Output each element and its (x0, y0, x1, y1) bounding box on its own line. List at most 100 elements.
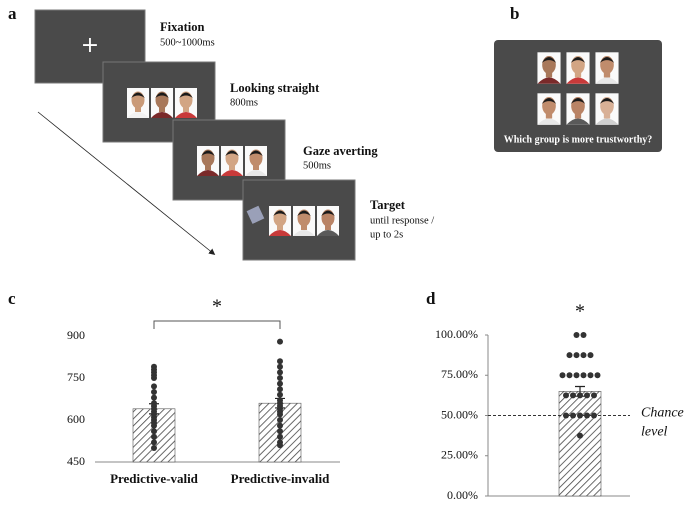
step-title: Fixation (160, 20, 204, 34)
data-point (277, 386, 283, 393)
fixation-cross: + (81, 33, 99, 58)
data-point (151, 445, 157, 451)
bar (558, 391, 602, 497)
data-point (277, 442, 283, 449)
data-point (587, 352, 594, 359)
hair (155, 92, 169, 98)
y-tick-label: 900 (67, 328, 85, 342)
data-point (584, 392, 590, 399)
neck (545, 71, 553, 78)
data-point (277, 363, 283, 370)
shirt (317, 230, 339, 236)
data-point (277, 391, 283, 398)
step-detail: 500~1000ms (160, 37, 215, 48)
hair (179, 92, 193, 98)
hair (273, 210, 287, 216)
data-point (151, 433, 157, 440)
neck (545, 112, 553, 119)
data-point (563, 392, 569, 399)
reference-label: level (641, 425, 668, 440)
data-point (587, 372, 594, 379)
data-point (151, 389, 157, 395)
hair (599, 98, 615, 104)
hair (541, 57, 557, 63)
data-point (151, 383, 157, 390)
significance: * (575, 301, 585, 323)
hair (599, 57, 615, 63)
shirt (151, 112, 173, 118)
data-point (584, 412, 590, 419)
data-point (573, 372, 580, 379)
neck (603, 112, 611, 119)
y-tick-label: 75.00% (441, 367, 478, 381)
step-title: Looking straight (230, 81, 320, 95)
data-point (151, 394, 157, 401)
hair (249, 150, 263, 156)
data-point (151, 428, 157, 435)
data-point (277, 428, 283, 435)
data-point (566, 372, 573, 379)
y-tick-label: 450 (67, 454, 85, 468)
shirt (197, 170, 219, 176)
reference-label: Chance (641, 406, 684, 421)
hair (131, 92, 145, 98)
neck (574, 112, 582, 119)
step-detail: 500ms (303, 160, 331, 171)
shirt (566, 118, 590, 125)
y-tick-label: 600 (67, 412, 85, 426)
data-point (277, 338, 283, 345)
data-point (277, 380, 283, 387)
hair (297, 210, 311, 216)
shirt (269, 230, 291, 236)
shirt (595, 118, 619, 125)
hair (570, 57, 586, 63)
step-detail: until response / (370, 215, 434, 226)
data-point (573, 332, 580, 338)
data-point (277, 358, 283, 365)
neck (205, 164, 211, 170)
shirt (566, 77, 590, 84)
step-detail: up to 2s (370, 229, 403, 240)
shirt (127, 112, 149, 118)
neck (135, 106, 141, 112)
data-point (277, 422, 283, 429)
data-point (577, 432, 583, 439)
step-detail: 800ms (230, 97, 258, 108)
shirt (537, 77, 561, 84)
neck (183, 106, 189, 112)
hair (201, 150, 215, 156)
step-title: Target (370, 198, 406, 212)
data-point (277, 411, 283, 418)
data-point (151, 375, 157, 381)
data-point (277, 369, 283, 376)
neck (253, 164, 259, 170)
neck (159, 106, 165, 112)
shirt (595, 77, 619, 84)
neck (325, 224, 331, 230)
x-tick-label: Predictive-valid (110, 471, 199, 486)
significance: * (212, 296, 222, 318)
shirt (537, 118, 561, 125)
y-tick-label: 0.00% (447, 488, 478, 502)
data-point (573, 352, 580, 359)
neck (603, 71, 611, 78)
data-point (580, 352, 587, 359)
shirt (221, 170, 243, 176)
time-arrow (37, 111, 216, 256)
data-point (577, 392, 583, 399)
y-tick-label: 50.00% (441, 407, 478, 421)
data-point (151, 422, 157, 429)
panel-label: d (426, 289, 436, 308)
data-point (277, 417, 283, 423)
calculator (246, 205, 265, 224)
data-point (594, 372, 601, 379)
data-point (570, 392, 576, 399)
neck (277, 224, 283, 230)
panel-label: c (8, 289, 16, 308)
question: Which group is more trustworthy? (504, 134, 653, 145)
panel-label: b (510, 4, 519, 23)
data-point (566, 352, 573, 359)
y-tick-label: 25.00% (441, 448, 478, 462)
